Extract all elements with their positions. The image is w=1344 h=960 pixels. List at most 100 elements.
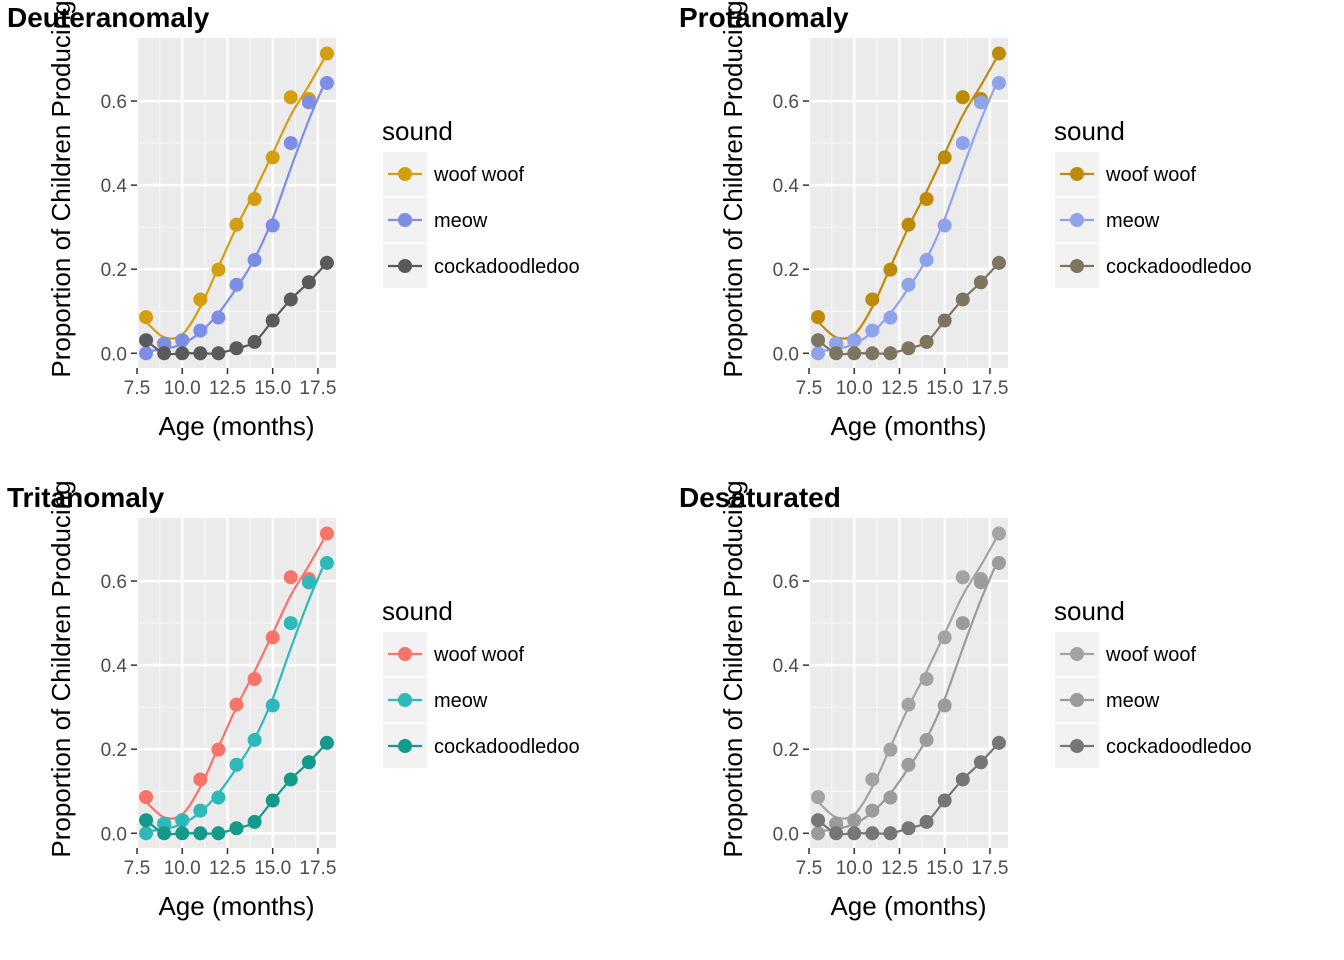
legend-key-point [398, 213, 412, 227]
legend-key-point [398, 647, 412, 661]
legend-key-point [1070, 693, 1084, 707]
data-point [175, 813, 190, 828]
data-point [919, 252, 934, 267]
data-point [193, 826, 208, 841]
y-axis-title: Proportion of Children Producing [718, 480, 748, 857]
data-point [829, 826, 844, 841]
y-axis-title: Proportion of Children Producing [718, 0, 748, 377]
data-point [973, 755, 988, 770]
plot-background [809, 518, 1008, 848]
y-tick-label: 0.2 [101, 260, 127, 281]
legend-title: sound [382, 116, 453, 146]
chart-title: Tritanomaly [7, 482, 165, 513]
data-point [955, 616, 970, 631]
data-point [829, 346, 844, 361]
chart-title: Protanomaly [679, 2, 849, 33]
data-point [211, 262, 226, 277]
data-point [847, 333, 862, 348]
legend-key-point [398, 259, 412, 273]
data-point [919, 334, 934, 349]
data-point [883, 826, 898, 841]
data-point [265, 150, 280, 165]
legend-label: woof woof [433, 644, 524, 666]
legend-key-point [1070, 213, 1084, 227]
chart-title: Deuteranomaly [7, 2, 210, 33]
data-point [301, 95, 316, 110]
data-point [139, 790, 154, 805]
x-axis-title: Age (months) [158, 891, 314, 921]
x-axis-title: Age (months) [830, 891, 986, 921]
data-point [865, 826, 880, 841]
data-point [811, 333, 826, 348]
data-point [847, 813, 862, 828]
data-point [973, 575, 988, 590]
y-tick-label: 0.6 [773, 572, 799, 593]
legend: sound woof woof meow cockadoodledoo [382, 116, 580, 288]
data-point [865, 346, 880, 361]
data-point [175, 346, 190, 361]
data-point [229, 217, 244, 232]
data-point [991, 735, 1006, 750]
x-tick-label: 10.0 [164, 858, 201, 879]
x-tick-label: 10.0 [836, 858, 873, 879]
data-point [283, 616, 298, 631]
legend-key-point [398, 739, 412, 753]
data-point [193, 803, 208, 818]
data-point [319, 75, 334, 90]
data-point [265, 793, 280, 808]
y-tick-label: 0.0 [773, 824, 799, 845]
data-point [901, 217, 916, 232]
data-point [193, 772, 208, 787]
data-point [247, 334, 262, 349]
data-point [919, 672, 934, 687]
data-point [811, 813, 826, 828]
y-tick-label: 0.4 [773, 176, 800, 197]
data-point [139, 333, 154, 348]
legend-label: meow [1106, 210, 1160, 232]
data-point [865, 803, 880, 818]
data-point [157, 826, 172, 841]
y-tick-label: 0.0 [101, 824, 127, 845]
data-point [211, 790, 226, 805]
legend-key-point [1070, 739, 1084, 753]
data-point [283, 292, 298, 307]
legend: sound woof woof meow cockadoodledoo [1054, 596, 1252, 768]
chart-panel-1: 7.5 10.0 12.5 15.0 17.5 0.0 0.2 0.4 0.6 Age (mont… [679, 0, 1252, 441]
data-point [265, 218, 280, 233]
legend-label: meow [1106, 690, 1160, 712]
legend-label: woof woof [1105, 644, 1196, 666]
data-point [211, 826, 226, 841]
legend-label: woof woof [1105, 164, 1196, 186]
y-tick-label: 0.4 [773, 656, 800, 677]
data-point [229, 821, 244, 836]
data-point [175, 826, 190, 841]
data-point [247, 252, 262, 267]
data-point [991, 75, 1006, 90]
data-point [157, 346, 172, 361]
data-point [265, 698, 280, 713]
data-point [193, 346, 208, 361]
data-point [247, 732, 262, 747]
data-point [247, 192, 262, 207]
data-point [229, 341, 244, 356]
x-tick-label: 7.5 [124, 378, 150, 399]
legend: sound woof woof meow cockadoodledoo [382, 596, 580, 768]
x-tick-label: 7.5 [796, 378, 822, 399]
data-point [865, 292, 880, 307]
data-point [319, 46, 334, 61]
data-point [139, 346, 154, 361]
x-tick-label: 12.5 [881, 378, 918, 399]
legend-label: cockadoodledoo [1106, 256, 1252, 278]
data-point [937, 793, 952, 808]
data-point [283, 772, 298, 787]
data-point [955, 570, 970, 585]
data-point [211, 310, 226, 325]
x-tick-label: 10.0 [836, 378, 873, 399]
x-axis-title: Age (months) [158, 411, 314, 441]
x-tick-label: 12.5 [209, 858, 246, 879]
y-axis-title: Proportion of Children Producing [46, 480, 76, 857]
data-point [265, 313, 280, 328]
legend-key-point [398, 693, 412, 707]
y-tick-label: 0.2 [101, 740, 127, 761]
data-point [847, 826, 862, 841]
